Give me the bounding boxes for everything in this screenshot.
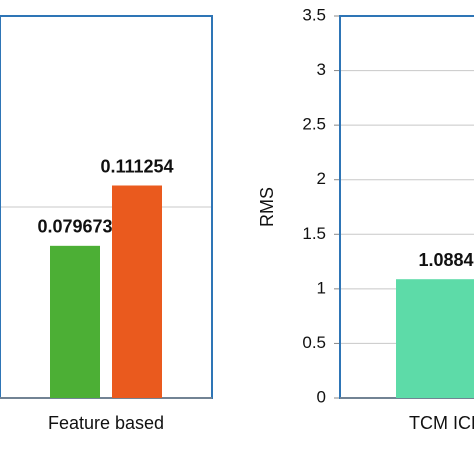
y-tick-label: 0.5	[302, 333, 326, 352]
bar	[396, 279, 474, 398]
bar	[112, 185, 162, 398]
x-tick-label: TCM ICP	[409, 413, 474, 433]
value-label: 1.0884	[418, 250, 473, 270]
value-label: 0.079673	[37, 217, 112, 237]
x-tick-label: Feature based	[48, 413, 164, 433]
y-tick-label: 1.5	[302, 224, 326, 243]
value-label: 0.111254	[100, 156, 173, 176]
y-tick-label: 3	[317, 60, 326, 79]
y-tick-label: 2.5	[302, 115, 326, 134]
bar	[50, 245, 100, 398]
y-tick-label: 3.5	[302, 5, 326, 24]
y-tick-label: 2	[317, 169, 326, 188]
y-tick-label: 1	[317, 278, 326, 297]
y-axis-label: RMS	[257, 187, 277, 227]
y-tick-label: 0	[317, 387, 326, 406]
